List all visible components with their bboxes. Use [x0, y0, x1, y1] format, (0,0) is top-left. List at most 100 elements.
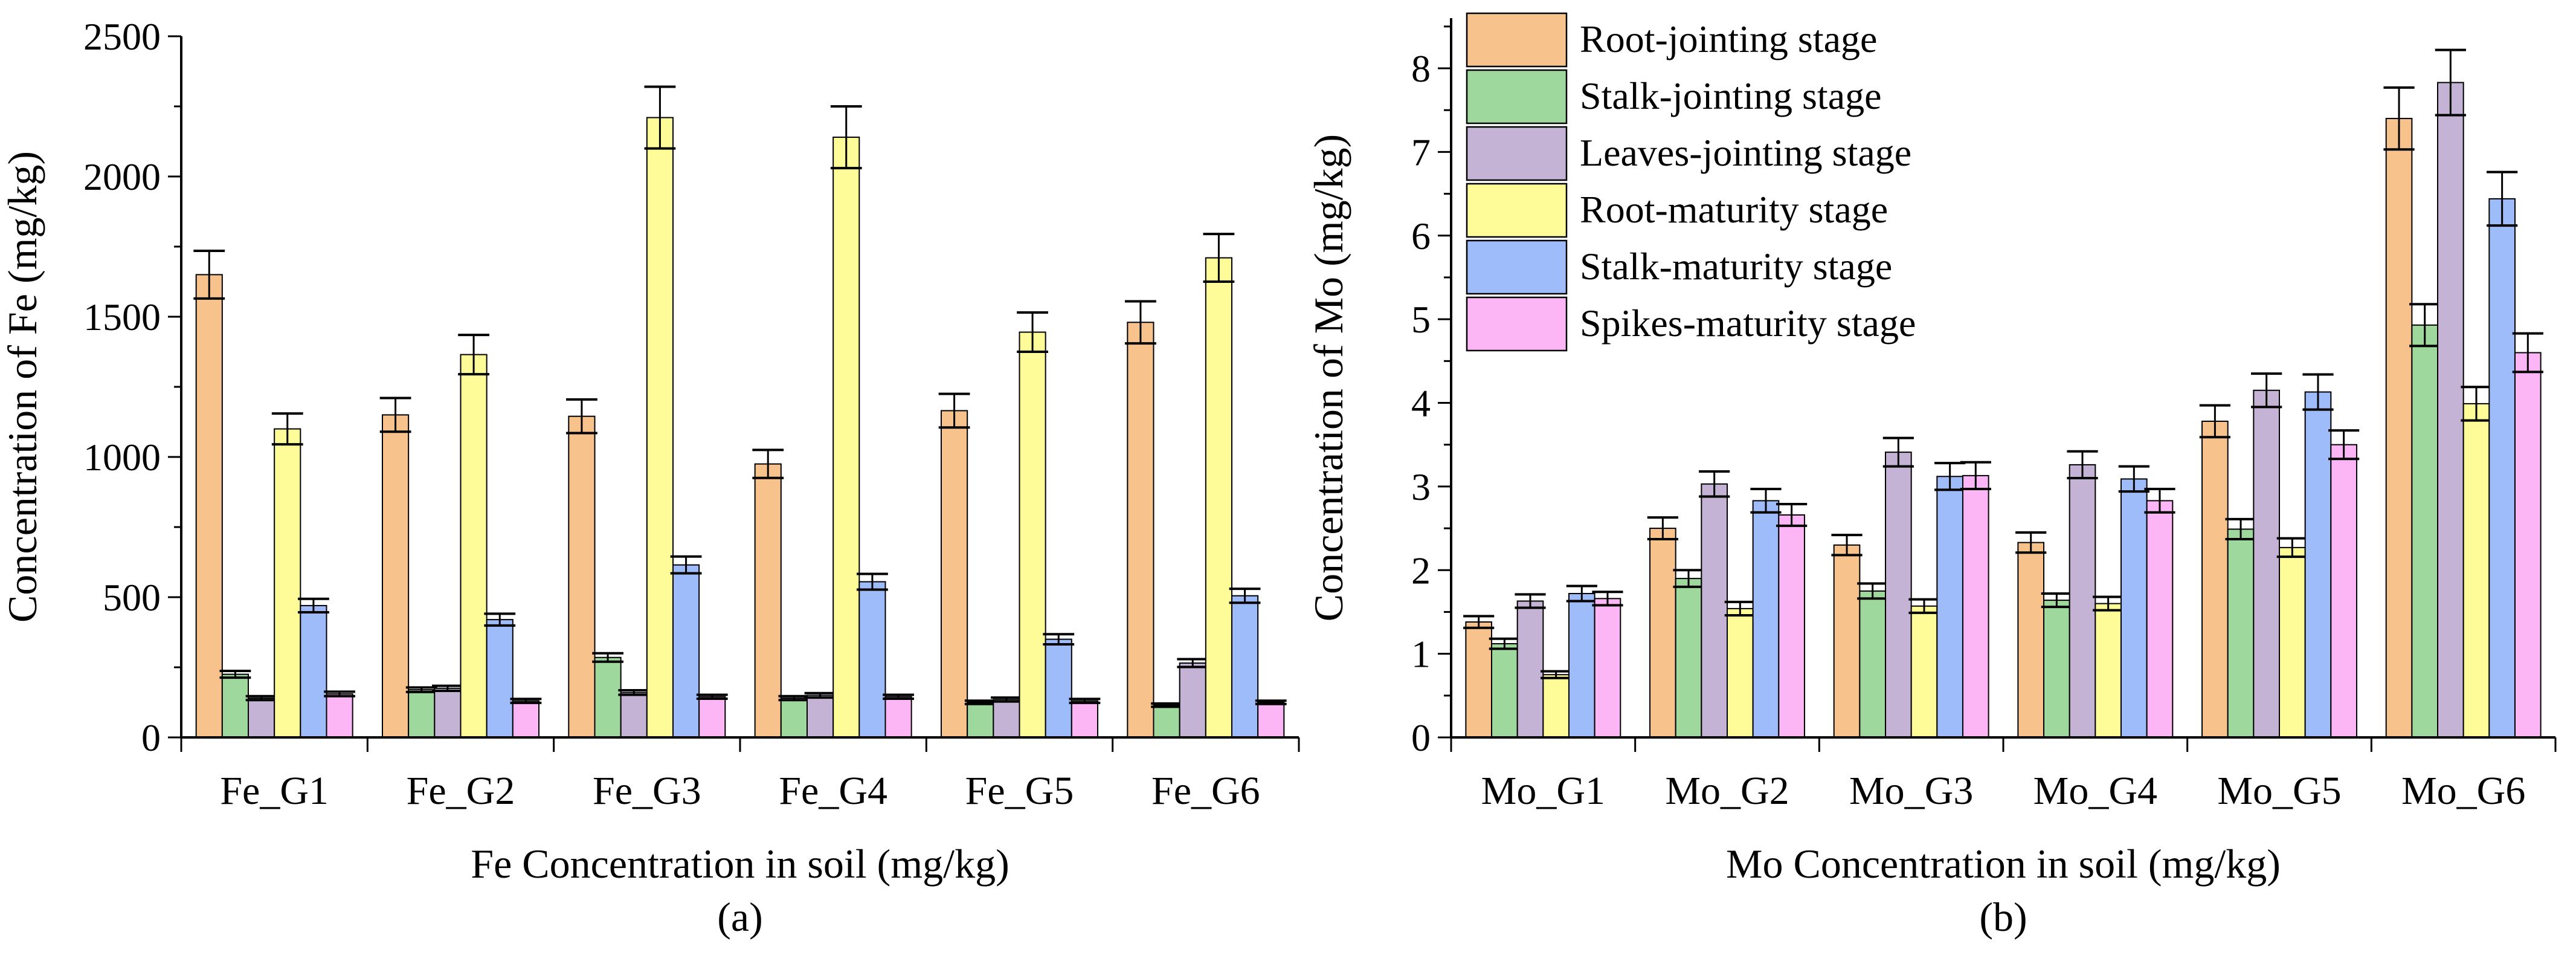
error-bar — [1489, 637, 1520, 650]
bar-mo-g3-series-5 — [1936, 476, 1963, 738]
x-axis-title: Mo Concentration in soil (mg/kg) — [1726, 841, 2281, 887]
error-bar — [2144, 488, 2175, 514]
legend-item-6: Spikes-maturity stage — [1466, 296, 1916, 352]
legend-label: Leaves-jointing stage — [1580, 131, 1911, 174]
bar-fe-g5-series-4 — [1019, 331, 1046, 738]
error-bar — [458, 334, 489, 376]
bar-fe-g2-series-2 — [408, 689, 436, 738]
bar-mo-g5-series-3 — [2253, 389, 2281, 738]
error-bar — [1017, 311, 1048, 353]
error-bar — [618, 689, 650, 696]
error-bar — [1592, 591, 1623, 607]
legend-swatch — [1466, 183, 1568, 238]
bar-fe-g4-series-2 — [780, 698, 808, 739]
error-bar — [857, 572, 888, 591]
bar-fe-g1-series-1 — [195, 274, 223, 738]
error-bar — [245, 694, 277, 702]
y-axis-title: Concentration of Mo (mg/kg) — [1306, 134, 1351, 621]
bar-fe-g5-series-3 — [993, 699, 1020, 738]
y-tick-label: 2000 — [83, 155, 161, 198]
x-tick-label: Fe_G1 — [220, 769, 329, 813]
panel-label: (b) — [1979, 894, 2027, 940]
bar-mo-g2-series-1 — [1649, 528, 1676, 738]
error-bar — [2199, 404, 2230, 439]
bar-fe-g5-series-6 — [1071, 700, 1099, 739]
bar-mo-g4-series-5 — [2120, 478, 2148, 738]
error-bar — [2383, 86, 2415, 151]
error-bar — [1043, 633, 1075, 646]
error-bar — [1960, 461, 1991, 491]
bar-mo-g5-series-2 — [2227, 528, 2255, 738]
bar-fe-g3-series-4 — [646, 117, 674, 738]
error-bar — [1177, 658, 1209, 668]
bar-mo-g6-series-6 — [2514, 352, 2542, 738]
error-bar — [991, 696, 1022, 703]
error-bar — [2512, 332, 2543, 374]
error-bar — [1151, 702, 1182, 708]
bar-mo-g1-series-1 — [1465, 621, 1493, 738]
bar-fe-g4-series-4 — [832, 137, 860, 739]
bar-mo-g3-series-3 — [1885, 452, 1912, 739]
bar-fe-g3-series-3 — [620, 691, 648, 739]
error-bar — [1699, 470, 1730, 498]
y-tick-label: 7 — [1411, 131, 1431, 173]
x-tick-label: Fe_G3 — [593, 769, 701, 813]
bar-fe-g2-series-6 — [512, 700, 539, 739]
legend-label: Stalk-jointing stage — [1580, 74, 1882, 117]
legend-item-5: Stalk-maturity stage — [1466, 239, 1892, 295]
bar-mo-g1-series-6 — [1594, 598, 1621, 738]
error-bar — [1750, 488, 1782, 514]
error-bar — [379, 397, 411, 433]
bar-fe-g6-series-4 — [1205, 257, 1233, 738]
bar-mo-g6-series-3 — [2437, 82, 2464, 738]
bar-fe-g3-series-1 — [568, 415, 596, 738]
error-bar — [2328, 429, 2360, 461]
error-bar — [2015, 531, 2047, 554]
error-bar — [2118, 465, 2149, 493]
y-tick-label: 8 — [1411, 47, 1431, 90]
legend-item-1: Root-jointing stage — [1466, 12, 1877, 68]
bar-fe-g6-series-3 — [1179, 662, 1206, 739]
bar-fe-g2-series-5 — [486, 619, 514, 738]
panel-label: (a) — [717, 894, 762, 940]
error-bar — [2487, 170, 2518, 227]
error-bar — [2041, 592, 2072, 609]
bar-fe-g4-series-1 — [754, 463, 782, 738]
error-bar — [324, 690, 355, 698]
bar-mo-g3-series-6 — [1962, 474, 1989, 738]
x-tick-label: Mo_G3 — [1849, 769, 1973, 813]
error-bar — [883, 693, 914, 700]
bar-mo-g6-series-4 — [2462, 403, 2490, 738]
bar-fe-g1-series-2 — [221, 673, 250, 738]
x-tick-label: Mo_G2 — [1665, 769, 1789, 813]
legend-item-4: Root-maturity stage — [1466, 183, 1888, 238]
bar-mo-g2-series-6 — [1778, 514, 1805, 738]
chart-panel-b: 0 1 2 3 4 5 6 7 8 Mo_G1 Mo_G2 Mo_G3 Mo_G4 Mo_G5 Mo_G6 C… — [1306, 18, 2557, 940]
error-bar — [1724, 600, 1756, 617]
x-tick-label: Mo_G5 — [2217, 769, 2341, 813]
x-tick-label: Fe_G6 — [1151, 769, 1260, 813]
bar-mo-g2-series-3 — [1701, 483, 1728, 738]
error-bar — [219, 670, 251, 679]
error-bar — [1463, 615, 1495, 629]
y-tick-label: 6 — [1411, 215, 1431, 257]
legend-label: Spikes-maturity stage — [1580, 302, 1916, 345]
bar-mo-g6-series-5 — [2488, 198, 2516, 738]
error-bar — [1515, 593, 1546, 609]
error-bar — [1069, 698, 1101, 704]
bar-fe-g3-series-2 — [594, 656, 622, 739]
bar-fe-g1-series-5 — [300, 604, 327, 738]
error-bar — [1831, 534, 1863, 557]
legend-swatch — [1466, 69, 1568, 125]
bar-fe-g4-series-5 — [858, 581, 886, 738]
error-bar — [2225, 517, 2256, 541]
legend-item-2: Stalk-jointing stage — [1466, 69, 1882, 125]
legend-label: Root-maturity stage — [1580, 188, 1888, 231]
legend-swatch — [1466, 126, 1568, 181]
bar-fe-g6-series-2 — [1153, 704, 1180, 739]
bar-fe-g2-series-4 — [460, 354, 488, 738]
bar-mo-g1-series-3 — [1516, 600, 1544, 738]
error-bar — [510, 698, 542, 704]
error-bar — [2067, 450, 2098, 480]
